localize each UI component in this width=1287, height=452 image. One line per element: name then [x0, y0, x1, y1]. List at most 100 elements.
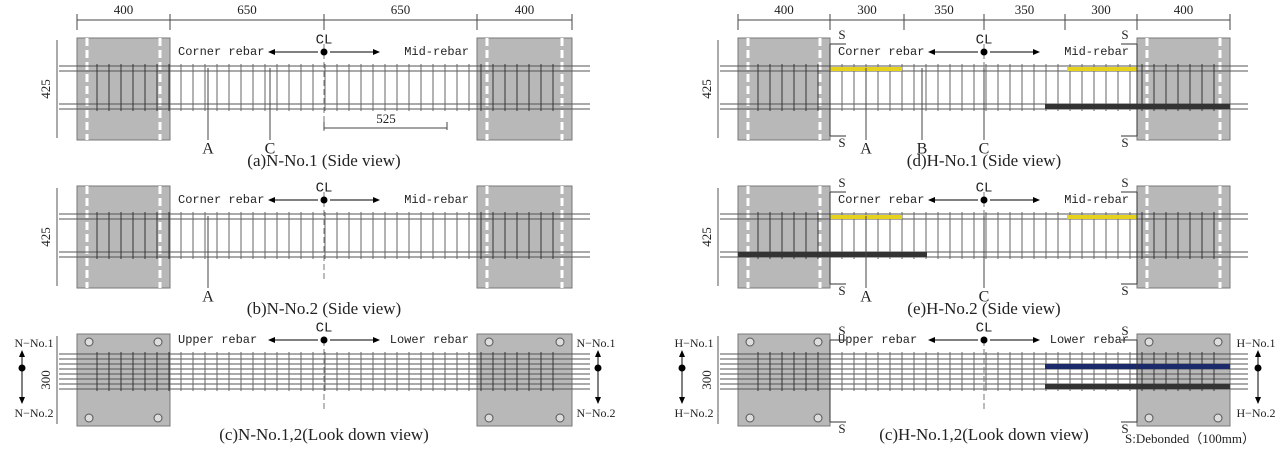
figure: 400 650 650 400 CL Corner rebar Mid-rebar 425 A C… — [0, 0, 1287, 452]
arrow — [373, 337, 380, 343]
end-block — [477, 38, 572, 140]
left-label: Corner rebar — [838, 45, 924, 59]
arrow — [19, 350, 25, 357]
end-block — [738, 334, 830, 426]
section-mark: A — [860, 289, 872, 306]
arrow — [595, 350, 601, 357]
end-label: H−No.2 — [1236, 406, 1275, 420]
arrow — [268, 337, 275, 343]
dimension-label: 400 — [114, 2, 134, 17]
dimension-label: 400 — [774, 2, 794, 17]
s-label: S — [838, 283, 845, 298]
end-block — [477, 334, 572, 426]
height-label: 425 — [38, 227, 53, 247]
bolt — [746, 338, 754, 346]
caption: (e)H-No.2 (Side view) — [907, 299, 1060, 318]
dimension-label: 400 — [515, 2, 535, 17]
end-dot — [595, 365, 602, 372]
arrow — [1033, 197, 1040, 203]
end-block — [477, 186, 572, 288]
bolt — [556, 414, 564, 422]
bolt — [1145, 414, 1153, 422]
end-label: N−No.2 — [576, 406, 615, 420]
end-dot — [1255, 365, 1262, 372]
bolt — [485, 338, 493, 346]
s-label: S — [838, 175, 845, 190]
arrow — [19, 397, 25, 404]
arrow — [679, 397, 685, 404]
caption: (b)N-No.2 (Side view) — [247, 299, 401, 318]
span-label: 525 — [376, 111, 396, 126]
dimension-label: 650 — [237, 2, 257, 17]
bolt — [85, 338, 93, 346]
cl-dot — [981, 337, 988, 344]
cl-dot — [321, 337, 328, 344]
arrow — [595, 397, 601, 404]
arrow — [268, 49, 275, 55]
height-label: 425 — [699, 79, 714, 99]
end-block — [738, 38, 830, 140]
end-block — [1137, 186, 1230, 288]
arrow — [1033, 49, 1040, 55]
bolt — [814, 414, 822, 422]
s-label: S — [1121, 135, 1128, 150]
measured-rebar — [738, 252, 927, 257]
arrow — [373, 197, 380, 203]
dimension-label: 300 — [1091, 2, 1111, 17]
end-dot — [679, 365, 686, 372]
end-label: N−No.1 — [14, 336, 53, 350]
right-label: Lower rebar — [390, 333, 469, 347]
caption: (d)H-No.1 (Side view) — [907, 151, 1061, 170]
arrow — [928, 197, 935, 203]
end-block — [77, 38, 170, 140]
end-block — [77, 334, 170, 426]
right-label: Mid-rebar — [1064, 45, 1129, 59]
dimension-label: 350 — [1015, 2, 1035, 17]
s-label: S — [838, 27, 845, 42]
right-label: Mid-rebar — [404, 45, 469, 59]
debonded-rebar — [1067, 215, 1137, 219]
dimension-label: 650 — [391, 2, 411, 17]
cl-label: CL — [976, 321, 993, 337]
arrow — [1255, 397, 1261, 404]
dimension-label: 350 — [934, 2, 954, 17]
cl-label: CL — [976, 181, 993, 197]
s-label: S — [1121, 27, 1128, 42]
end-dot — [19, 365, 26, 372]
bolt — [1214, 338, 1222, 346]
end-block — [738, 186, 830, 288]
cl-label: CL — [316, 321, 333, 337]
s-label: S — [838, 421, 845, 436]
bolt — [154, 338, 162, 346]
dimension-label: 300 — [857, 2, 877, 17]
height-label: 425 — [38, 79, 53, 99]
s-label: S — [838, 135, 845, 150]
s-label: S — [1121, 175, 1128, 190]
arrow — [928, 49, 935, 55]
height-label: 425 — [699, 227, 714, 247]
caption: (c)H-No.1,2(Look down view) — [879, 425, 1089, 444]
end-label: H−No.1 — [674, 336, 713, 350]
cl-dot — [321, 197, 328, 204]
left-label: Upper rebar — [178, 333, 257, 347]
height-label: 300 — [38, 370, 53, 390]
dimension-label: 400 — [1174, 2, 1194, 17]
debonded-rebar — [1067, 67, 1137, 71]
bolt — [746, 414, 754, 422]
cl-dot — [981, 49, 988, 56]
section-mark: A — [202, 141, 214, 158]
bolt — [1145, 338, 1153, 346]
bolt — [1214, 414, 1222, 422]
left-label: Corner rebar — [178, 45, 264, 59]
end-label: H−No.1 — [1236, 336, 1275, 350]
end-block — [1137, 38, 1230, 140]
arrow — [373, 49, 380, 55]
cl-dot — [321, 49, 328, 56]
end-label: H−No.2 — [674, 406, 713, 420]
caption: (c)N-No.1,2(Look down view) — [219, 425, 429, 444]
height-label: 300 — [699, 370, 714, 390]
left-label: Corner rebar — [838, 193, 924, 207]
bolt — [556, 338, 564, 346]
end-label: N−No.2 — [14, 406, 53, 420]
cl-label: CL — [316, 33, 333, 49]
